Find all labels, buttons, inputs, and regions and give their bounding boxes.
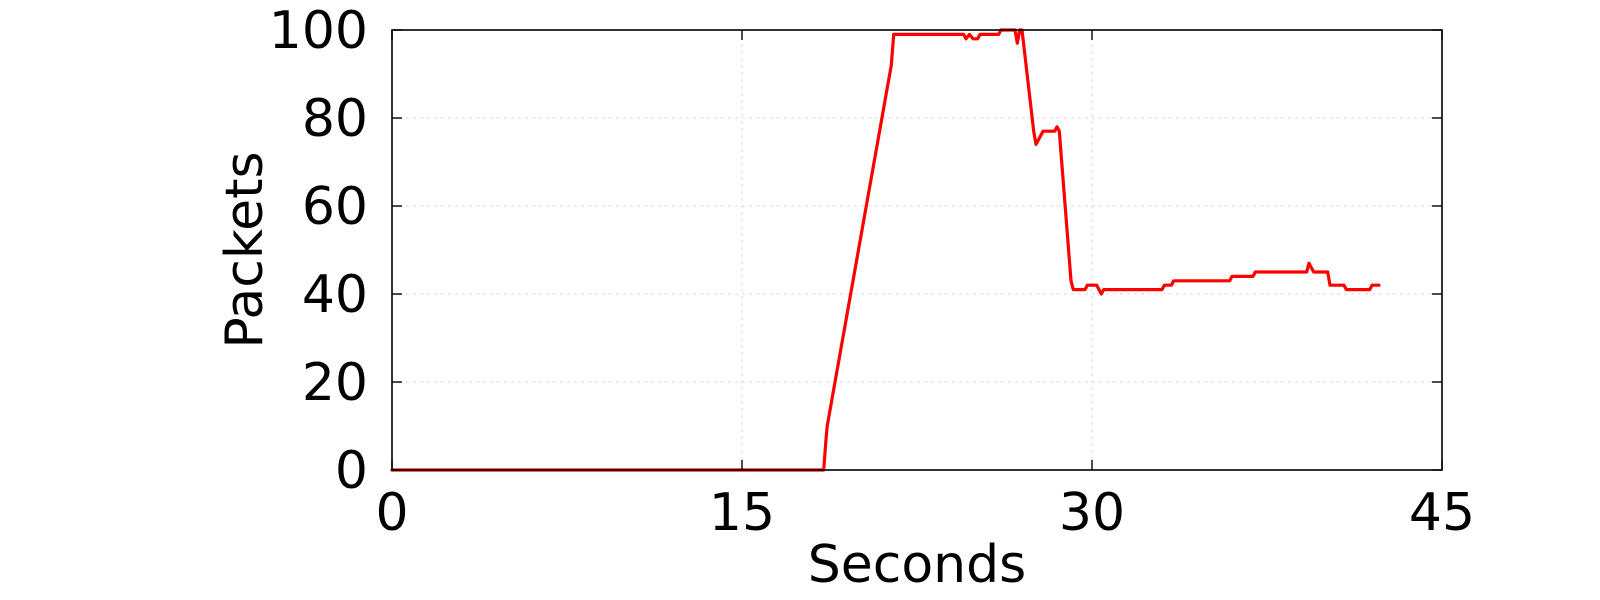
y-tick-label: 20 bbox=[302, 353, 368, 413]
y-tick-label: 80 bbox=[302, 89, 368, 149]
y-tick-label: 60 bbox=[302, 177, 368, 237]
x-tick-label: 45 bbox=[1409, 483, 1475, 543]
x-axis-label: Seconds bbox=[808, 535, 1026, 595]
x-tick-labels: 0 15 30 45 bbox=[375, 483, 1475, 543]
y-axis-label: Packets bbox=[215, 151, 275, 348]
x-tick-label: 30 bbox=[1059, 483, 1125, 543]
y-tick-label: 100 bbox=[269, 1, 368, 61]
y-tick-label: 40 bbox=[302, 265, 368, 325]
x-tick-label: 15 bbox=[709, 483, 775, 543]
x-tick-label: 0 bbox=[375, 483, 408, 543]
plot-frame bbox=[391, 29, 1443, 471]
tick-marks bbox=[391, 29, 1443, 471]
y-tick-labels: 0 20 40 60 80 100 bbox=[269, 1, 368, 501]
series-line-0 bbox=[390, 28, 1381, 472]
grid bbox=[391, 29, 1443, 471]
y-tick-label: 0 bbox=[335, 441, 368, 501]
series-layer bbox=[390, 28, 1381, 472]
